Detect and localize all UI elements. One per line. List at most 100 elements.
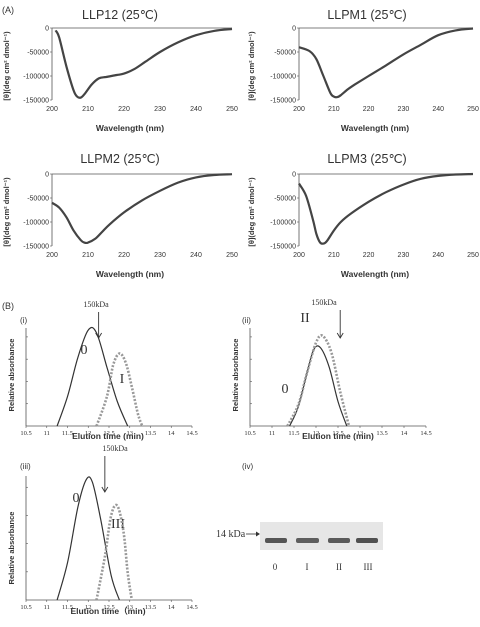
cd-title-llp12: LLP12 (25℃) [82,8,158,22]
cd-xtick-label: 230 [398,252,410,259]
cd-ytick-label: -50000 [274,50,296,57]
cd-xlabel-llpm1: Wavelength (nm) [341,123,409,133]
sec-chart-0: 10.5 11 11.5 12 12.5 13 13.5 14 14.5 [20,312,198,437]
cd-ylabel-llpm2: [θ](deg cm² dmol⁻¹) [2,177,11,247]
sec-xtick-label: 12 [85,430,92,437]
sec-arrow-label-iii: 150kDa [102,444,128,453]
cd-xlabel-llpm3: Wavelength (nm) [341,269,409,279]
sec-series-peak1 [95,503,134,601]
sec-xtick-label: 14.5 [420,430,431,437]
cd-ytick-label: -100000 [23,74,49,81]
cd-title-llpm1: LLPM1 (25℃) [327,8,406,22]
sec-peak0-label-i: 0 [81,343,88,358]
sec-peak0-label-iii: 0 [73,491,80,506]
cd-ytick-label: -150000 [270,98,296,105]
sec-xtick-label: 11 [44,604,50,611]
gel-marker-arrow [246,531,260,537]
sec-ylabel-i: Relative absorbance [7,339,16,412]
cd-xtick-label: 210 [328,106,340,113]
cd-ytick-label: -50000 [27,50,49,57]
sec-series-peak0 [289,345,348,427]
cd-xtick-label: 200 [293,106,305,113]
cd-ylabel-llp12: [θ](deg cm² dmol⁻¹) [2,31,11,101]
gel-band-0 [265,538,287,543]
sec-xtick-label: 14 [168,430,175,437]
sec-arrow-head [101,486,109,493]
sec-xtick-label: 12.5 [332,430,343,437]
cd-xtick-label: 240 [190,252,202,259]
cd-ylabel-llpm1: [θ](deg cm² dmol⁻¹) [247,31,256,101]
sec-ylabel-iii: Relative absorbance [7,512,16,585]
cd-ytick-label: 0 [45,26,49,33]
sec-sub-ii: (ii) [242,316,251,325]
sec-series-peak0 [56,476,120,601]
sec-xtick-label: 12 [313,430,320,437]
cd-xlabel-llp12: Wavelength (nm) [96,123,164,133]
cd-xtick-label: 220 [118,106,130,113]
cd-spectrum-line [298,27,474,99]
cd-xtick-label: 230 [154,252,166,259]
cd-xtick-label: 210 [82,106,94,113]
gel-band-1 [296,538,319,543]
sec-xtick-label: 13 [127,604,134,611]
gel-sub-iv: (iv) [242,462,253,471]
cd-ytick-label: 0 [45,172,49,179]
cd-xtick-label: 220 [118,252,130,259]
cd-title-llpm3: LLPM3 (25℃) [327,152,406,166]
sec-xtick-label: 13 [357,430,364,437]
sec-xtick-label: 11.5 [62,604,73,611]
sec-xlabel-iii: Elution time（min) [70,606,145,616]
sec-xtick-label: 12.5 [103,604,114,611]
sec-sub-i: (i) [20,316,27,325]
panel-a-label: (A) [2,5,14,15]
gel-lane-label-1: I [306,562,309,572]
sec-xlabel-i: Elution time (min) [72,431,144,441]
sec-xtick-label: 10.5 [20,430,31,437]
cd-ytick-label: -100000 [270,220,296,227]
sec-xtick-label: 13.5 [145,604,156,611]
cd-xtick-label: 220 [363,252,375,259]
cd-ytick-label: -150000 [23,98,49,105]
gel-band-2 [328,538,350,543]
gel-band-3 [356,538,378,543]
sec-xtick-label: 12.5 [103,430,114,437]
sec-chart-1: 10.5 11 11.5 12 12.5 13 13.5 14 14.5 [244,310,432,437]
cd-spectrum-line [54,27,233,99]
panel-b-label: (B) [2,301,14,311]
sec-xtick-label: 13.5 [376,430,387,437]
sec-sub-iii: (iii) [20,462,31,471]
sec-xtick-label: 11.5 [288,430,299,437]
sec-xtick-label: 11.5 [62,430,73,437]
sec-xtick-label: 11 [269,430,275,437]
sec-peak1-label-ii: II [300,311,310,326]
cd-ytick-label: -100000 [270,74,296,81]
cd-xtick-label: 250 [226,252,238,259]
cd-xtick-label: 250 [467,252,479,259]
cd-xtick-label: 240 [432,106,444,113]
cd-xtick-label: 200 [46,252,58,259]
cd-ytick-label: -50000 [274,196,296,203]
gel-marker-label: 14 kDa [216,529,246,540]
sec-xtick-label: 11 [44,430,50,437]
sec-arrow-head [336,332,344,339]
sec-arrow-label-ii: 150kDa [311,298,337,307]
sec-xtick-label: 14.5 [186,604,197,611]
sec-peak0-label-ii: 0 [282,382,289,397]
cd-xtick-label: 200 [46,106,58,113]
cd-xtick-label: 210 [82,252,94,259]
cd-xtick-label: 200 [293,252,305,259]
cd-xtick-label: 240 [190,106,202,113]
cd-ytick-label: -100000 [23,220,49,227]
cd-ylabel-llpm3: [θ](deg cm² dmol⁻¹) [247,177,256,247]
sec-xtick-label: 13.5 [145,430,156,437]
sec-chart-2: 10.5 11 11.5 12 12.5 13 13.5 14 14.5 [20,456,198,611]
cd-ytick-label: -150000 [23,244,49,251]
sec-arrow-label-i: 150kDa [83,300,109,309]
cd-ytick-label: -50000 [27,196,49,203]
sec-ylabel-ii: Relative absorbance [231,339,240,412]
